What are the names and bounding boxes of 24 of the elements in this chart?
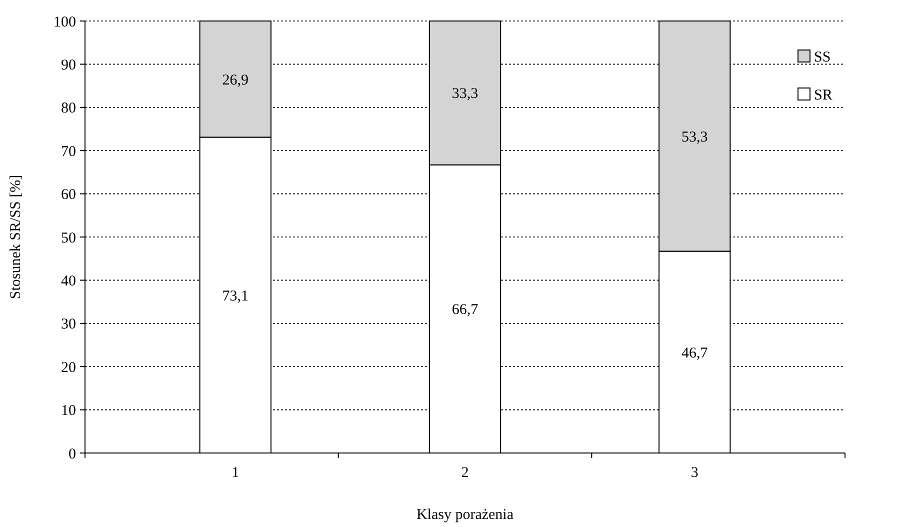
- y-tick-label: 10: [61, 403, 76, 420]
- legend-label: SR: [814, 87, 832, 104]
- y-tick-label: 80: [61, 100, 76, 117]
- x-tick-label: 3: [690, 465, 698, 481]
- y-tick-label: 70: [61, 144, 76, 160]
- data-label: 46,7: [681, 345, 708, 362]
- data-label: 73,1: [222, 288, 249, 304]
- y-tick-label: 40: [61, 273, 76, 290]
- y-tick-label: 60: [61, 187, 76, 204]
- data-label: 26,9: [222, 72, 249, 88]
- y-tick-label: 100: [54, 14, 76, 30]
- data-label: 33,3: [452, 86, 478, 102]
- y-tick-label: 30: [61, 316, 76, 333]
- y-tick-label: 90: [61, 57, 76, 74]
- x-axis-title: Klasy porażenia: [416, 507, 514, 523]
- data-label: 53,3: [681, 129, 708, 146]
- legend-label: SS: [814, 49, 831, 66]
- y-tick-label: 50: [61, 230, 76, 246]
- y-axis-title: Stosunek SR/SS [%]: [8, 174, 24, 300]
- y-tick-label: 20: [61, 360, 76, 376]
- data-label: 66,7: [452, 302, 479, 318]
- y-tick-label: 0: [68, 446, 76, 462]
- x-tick-label: 1: [232, 465, 240, 481]
- x-tick-label: 2: [461, 465, 469, 481]
